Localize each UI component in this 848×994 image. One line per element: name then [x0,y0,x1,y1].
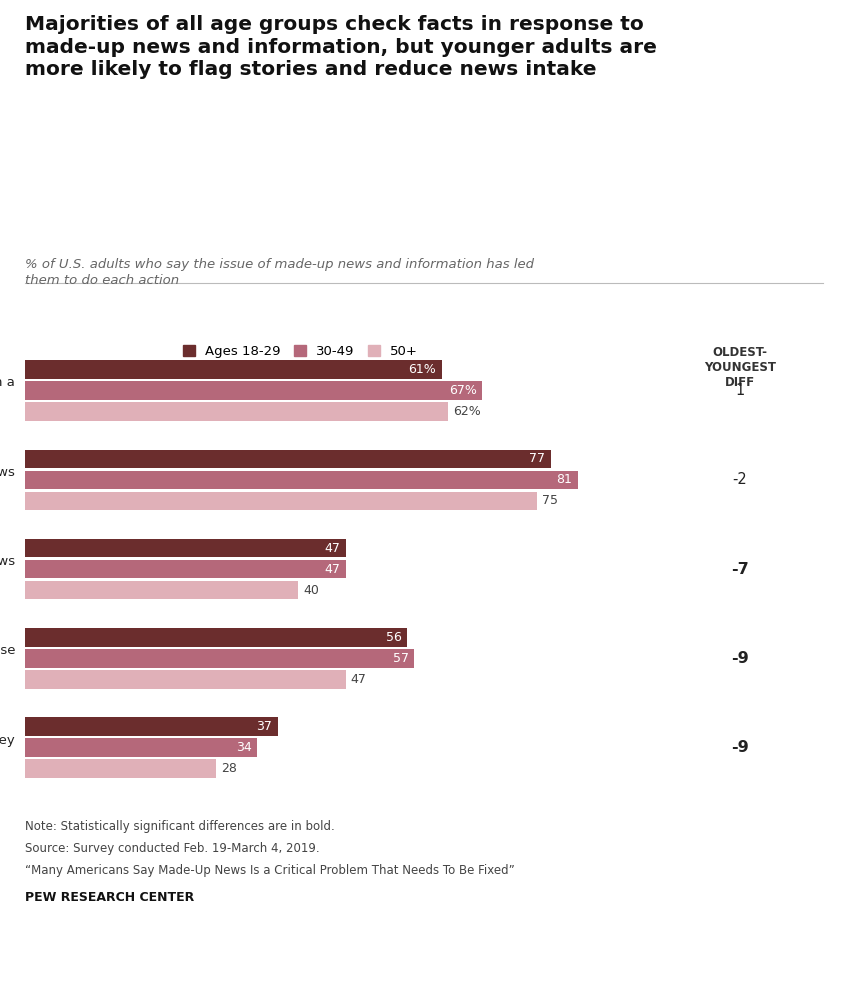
Text: 56: 56 [386,631,402,644]
Text: Reduce the amount of news
they get overall: Reduce the amount of news they get overa… [0,555,15,583]
Text: % of U.S. adults who say the issue of made-up news and information has led
them : % of U.S. adults who say the issue of ma… [25,258,534,287]
Bar [25,539,346,558]
Bar [25,580,298,599]
Text: PEW RESEARCH CENTER: PEW RESEARCH CENTER [25,891,195,904]
Text: -7: -7 [731,562,749,577]
Text: -9: -9 [731,651,749,666]
Bar [25,718,278,736]
Text: Source: Survey conducted Feb. 19-March 4, 2019.: Source: Survey conducted Feb. 19-March 4… [25,842,320,855]
Bar [25,739,257,756]
Text: -9: -9 [731,741,749,755]
Text: 47: 47 [325,563,341,576]
Text: Note: Statistically significant differences are in bold.: Note: Statistically significant differen… [25,820,335,833]
Text: -2: -2 [733,472,747,487]
Text: 40: 40 [303,583,319,596]
Bar [25,670,346,689]
Text: 34: 34 [236,742,252,754]
Bar [25,360,442,379]
Text: 61%: 61% [408,363,436,376]
Bar [25,649,414,668]
Bar [25,382,483,400]
Text: “Many Americans Say Made-Up News Is a Critical Problem That Needs To Be Fixed”: “Many Americans Say Made-Up News Is a Cr… [25,864,516,877]
Text: 75: 75 [542,494,558,507]
Text: 47: 47 [351,673,366,686]
Text: Check the facts of news
stories themselves: Check the facts of news stories themselv… [0,466,15,494]
Text: 28: 28 [221,762,237,775]
Text: 77: 77 [529,452,545,465]
Bar [25,403,449,420]
Text: Change the way they use
social media: Change the way they use social media [0,644,15,672]
Text: 81: 81 [556,473,572,486]
Text: Majorities of all age groups check facts in response to
made-up news and informa: Majorities of all age groups check facts… [25,15,657,80]
Text: 57: 57 [393,652,409,665]
Bar [25,759,216,778]
Text: 37: 37 [256,720,272,734]
Text: 67%: 67% [449,384,477,397]
Bar [25,492,537,510]
Bar [25,560,346,579]
Bar [25,470,578,489]
Text: Report or flag a story they
think is made up: Report or flag a story they think is mad… [0,734,15,761]
Text: 47: 47 [325,542,341,555]
Text: OLDEST-
YOUNGEST
DIFF: OLDEST- YOUNGEST DIFF [704,346,776,390]
Text: 62%: 62% [453,405,481,418]
Bar [25,449,550,468]
Text: 1: 1 [735,383,745,398]
Legend: Ages 18-29, 30-49, 50+: Ages 18-29, 30-49, 50+ [182,345,418,358]
Text: Stop getting news from a
specific outlet: Stop getting news from a specific outlet [0,377,15,405]
Bar [25,628,407,646]
